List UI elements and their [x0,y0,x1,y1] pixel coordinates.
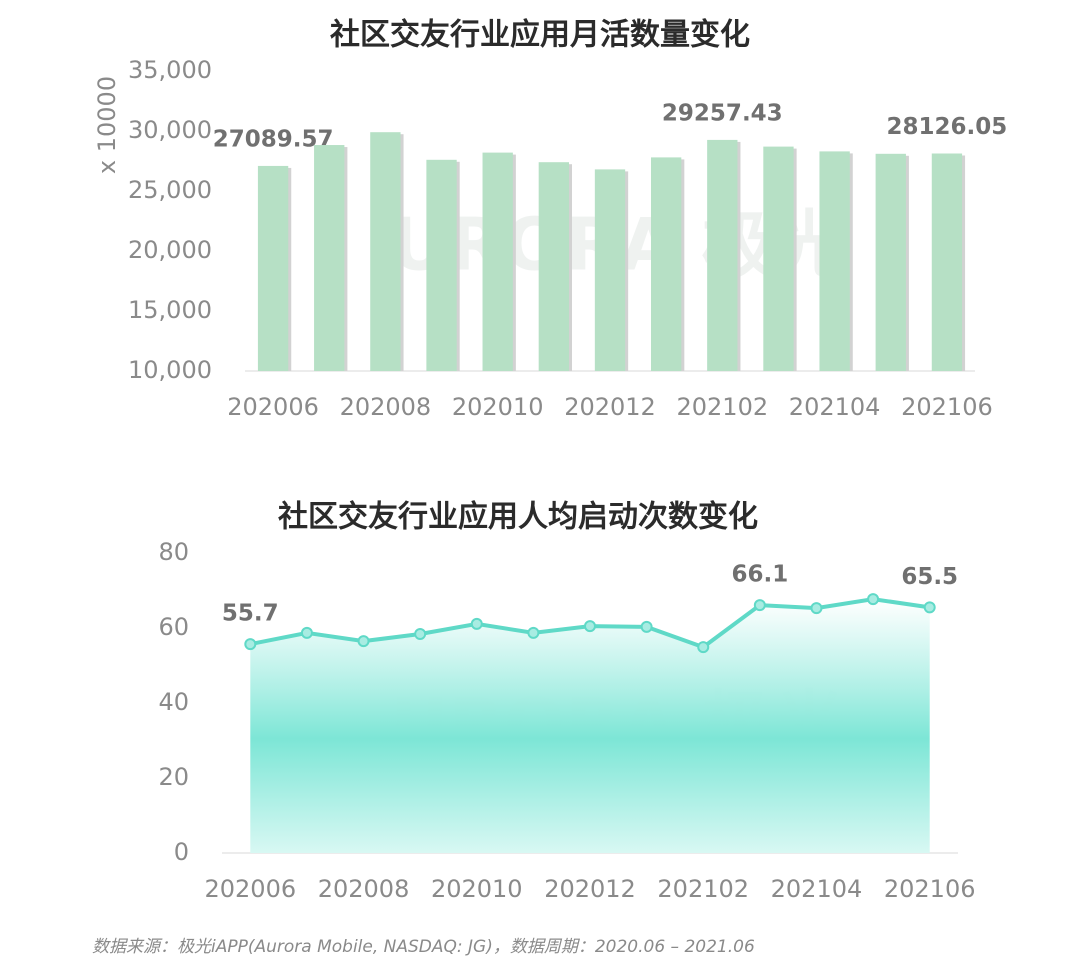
x-tick-label: 202006 [227,393,319,421]
bar [426,159,457,371]
y-tick-label: 10,000 [128,356,212,384]
chart-title: 社区交友行业应用人均启动次数变化 [278,500,758,535]
y-axis-label: x 10000 [93,76,121,174]
x-tick-label: 202106 [884,875,976,903]
x-tick-label: 202106 [901,393,993,421]
y-tick-label: 25,000 [128,176,212,204]
point [753,599,766,612]
point [470,617,483,630]
bar [538,162,570,371]
chart-title: 社区交友行业应用月活数量变化 [330,18,750,53]
bar [931,153,963,371]
y-tick-label: 60 [158,613,189,641]
x-tick-label: 202008 [318,875,410,903]
x-tick-label: 202008 [340,393,432,421]
bar [482,152,513,371]
bar [819,151,850,371]
x-tick-label: 202012 [544,875,636,903]
point [923,601,936,614]
x-tick-label: 202104 [789,393,881,421]
point [300,626,313,639]
bar [875,153,906,371]
source: 数据来源：极光iAPP(Aurora Mobile, NASDAQ: JG)，数… [92,937,755,957]
x-tick-label: 202010 [452,393,544,421]
y-tick-label: 20,000 [128,236,212,264]
point [527,626,540,639]
point [697,641,710,654]
y-tick-label: 20 [158,763,189,791]
point [357,635,370,648]
x-tick-label: 202102 [657,875,749,903]
bar [314,145,345,371]
y-tick-label: 40 [158,688,189,716]
y-tick-label: 0 [174,838,189,866]
bar [707,139,738,371]
y-tick-label: 30,000 [128,116,212,144]
point [640,620,653,633]
point [867,593,880,606]
bar [257,165,289,371]
value-label: 27089.57 [213,126,334,152]
x-tick-label: 202104 [771,875,863,903]
bar [370,132,401,371]
x-tick-label: 202102 [676,393,768,421]
y-tick-label: 80 [158,538,189,566]
bar [650,157,682,371]
value-label: 65.5 [901,564,958,590]
point [244,638,257,651]
y-tick-label: 35,000 [128,56,212,84]
x-tick-label: 202006 [204,875,296,903]
value-label: 29257.43 [662,100,783,126]
x-tick-label: 202010 [431,875,523,903]
point [810,602,823,615]
bar [763,146,794,371]
point [414,628,427,640]
bar [594,169,626,371]
x-tick-label: 202012 [564,393,656,421]
value-label: 55.7 [222,601,279,627]
area [250,599,930,853]
value-label: 66.1 [731,562,788,588]
point [584,620,596,633]
value-label: 28126.05 [887,114,1008,140]
y-tick-label: 15,000 [128,296,212,324]
